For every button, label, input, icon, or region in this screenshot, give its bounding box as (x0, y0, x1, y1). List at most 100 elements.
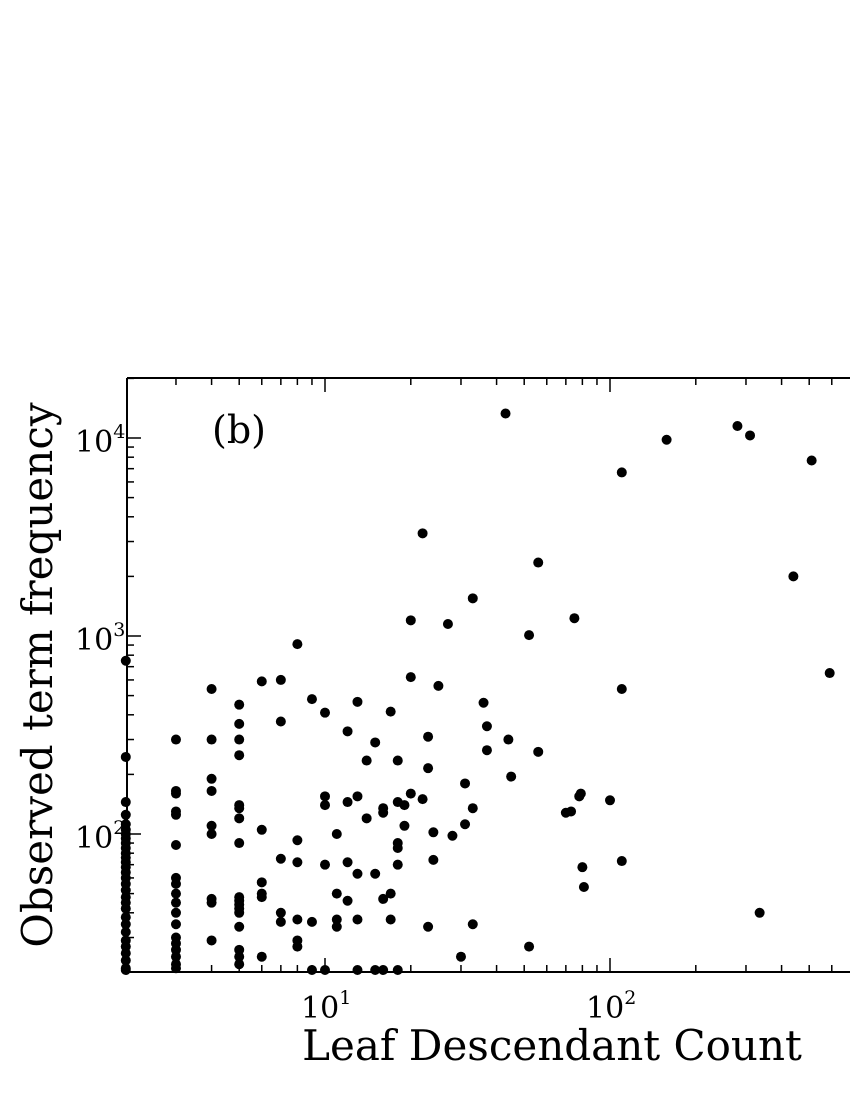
data-point (120, 751, 131, 762)
data-point (320, 800, 330, 811)
data-point (275, 907, 286, 918)
data-point (342, 797, 353, 808)
data-point (292, 835, 303, 846)
data-point (206, 785, 217, 796)
y-tick-label: 103 (75, 619, 125, 658)
data-point (442, 618, 453, 629)
x-tick-label: 102 (586, 987, 636, 1026)
data-point (170, 888, 181, 899)
plot-frame (126, 377, 850, 973)
data-point (234, 750, 245, 761)
data-point (206, 935, 217, 946)
data-point (234, 959, 245, 970)
data-point (120, 655, 131, 666)
data-point (423, 763, 434, 774)
data-point (481, 721, 492, 732)
data-point (306, 694, 317, 705)
data-point (392, 965, 403, 975)
data-point (352, 965, 363, 975)
data-point (616, 683, 627, 694)
data-point (423, 921, 434, 932)
data-points (120, 408, 835, 975)
data-point (405, 788, 416, 799)
data-point (370, 737, 381, 748)
data-point (417, 794, 428, 805)
data-point (170, 897, 181, 908)
data-point (320, 965, 330, 975)
data-point (256, 676, 267, 687)
tick-labels: 101 102 102 103 104 (75, 421, 636, 1026)
data-point (385, 888, 396, 899)
data-point (533, 557, 544, 568)
data-point (234, 838, 245, 849)
data-point (605, 795, 615, 806)
data-point (342, 726, 353, 737)
data-point (170, 839, 181, 850)
x-axis-title: Leaf Descendant Count (302, 1021, 802, 1070)
data-point (467, 919, 478, 930)
data-point (275, 916, 286, 927)
data-point (331, 921, 342, 932)
data-point (806, 455, 817, 466)
data-point (352, 791, 363, 802)
data-point (460, 819, 471, 830)
data-point (306, 916, 317, 927)
data-point (120, 809, 131, 820)
data-point (569, 613, 580, 624)
data-point (206, 829, 217, 839)
data-point (824, 668, 835, 679)
data-point (385, 706, 396, 717)
data-point (352, 914, 363, 925)
data-point (120, 912, 131, 923)
data-point (120, 885, 131, 896)
data-point (234, 951, 245, 962)
data-point (428, 827, 439, 838)
data-point (578, 881, 589, 892)
data-point (206, 773, 217, 784)
data-point (292, 914, 303, 925)
data-point (275, 853, 286, 864)
data-point (378, 893, 389, 904)
data-point (370, 965, 381, 975)
data-point (566, 806, 577, 817)
data-point (170, 734, 181, 745)
y-tick-label: 102 (75, 817, 125, 856)
data-point (342, 857, 353, 868)
y-axis-title: Observed term frequency (13, 402, 62, 947)
data-point (467, 803, 478, 814)
data-point (616, 467, 627, 478)
data-point (467, 593, 478, 604)
data-point (331, 888, 342, 899)
data-point (170, 907, 181, 918)
data-point (405, 672, 416, 683)
data-point (170, 878, 181, 889)
data-point (120, 903, 131, 914)
data-point (120, 797, 131, 808)
data-point (234, 813, 245, 824)
data-point (170, 809, 181, 820)
data-point (405, 615, 416, 626)
data-point (234, 699, 245, 710)
data-point (256, 951, 267, 962)
data-point (478, 697, 489, 708)
data-point (392, 842, 403, 853)
data-point (524, 630, 535, 641)
data-point (292, 639, 303, 650)
data-point (788, 571, 799, 582)
data-point (170, 951, 181, 962)
data-point (433, 680, 444, 691)
data-point (575, 788, 586, 799)
data-point (320, 707, 330, 718)
data-point (256, 824, 267, 835)
data-point (292, 857, 303, 868)
data-point (503, 734, 514, 745)
data-point (306, 965, 317, 975)
data-point (120, 948, 131, 959)
data-point (447, 830, 458, 841)
data-point (331, 914, 342, 925)
data-point (754, 907, 765, 918)
data-point (120, 965, 131, 975)
data-point (256, 877, 267, 888)
data-point (234, 718, 245, 729)
